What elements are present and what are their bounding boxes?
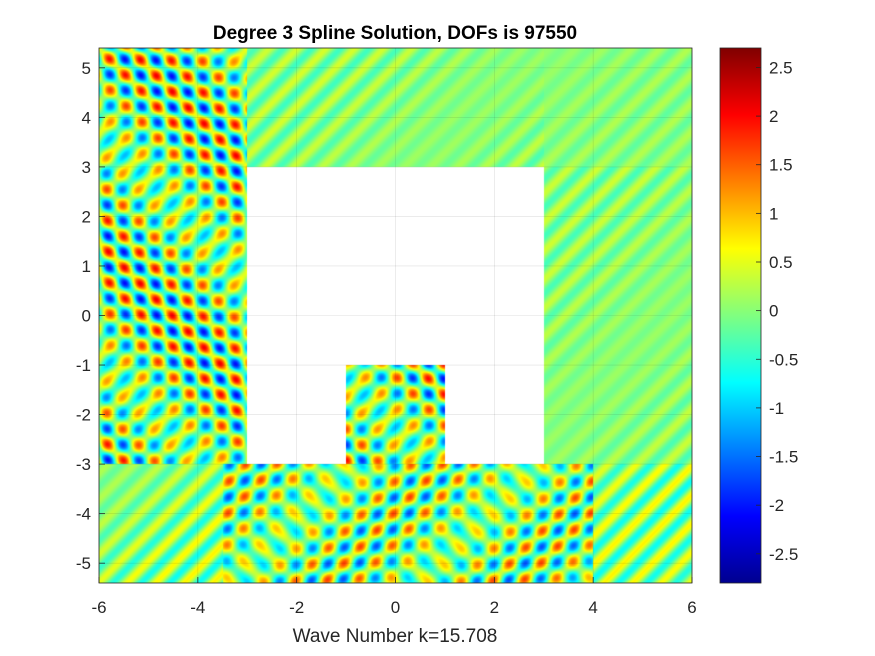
- x-tick-label: -6: [91, 598, 106, 617]
- y-tick-label: -2: [76, 406, 91, 425]
- colorbar-tick-label: -1: [769, 399, 784, 418]
- colorbar-tick-label: -1.5: [769, 448, 798, 467]
- colorbar-gradient: [719, 47, 762, 584]
- colorbar-tick-label: -2: [769, 496, 784, 515]
- chart-title: Degree 3 Spline Solution, DOFs is 97550: [213, 23, 577, 44]
- colorbar-tick-label: 1.5: [769, 156, 793, 175]
- y-tick-label: -1: [76, 356, 91, 375]
- colorbar-tick-label: 2.5: [769, 58, 793, 77]
- colorbar-tick-label: 0.5: [769, 253, 793, 272]
- x-axis-ticks: -6 -4 -2 0 2 4 6: [91, 577, 697, 617]
- colorbar-tick-label: -2.5: [769, 545, 798, 564]
- field-heatmap: [99, 48, 692, 583]
- y-tick-label: -3: [76, 455, 91, 474]
- x-axis-label: Wave Number k=15.708: [293, 626, 498, 647]
- x-tick-label: 6: [687, 598, 696, 617]
- y-tick-label: 3: [82, 158, 91, 177]
- x-tick-label: 0: [391, 598, 400, 617]
- y-tick-label: -5: [76, 554, 91, 573]
- x-tick-label: -2: [289, 598, 304, 617]
- y-tick-label: 2: [82, 207, 91, 226]
- colorbar-tick-label: 2: [769, 107, 778, 126]
- y-tick-label: 4: [82, 108, 91, 127]
- y-tick-label: 0: [82, 307, 91, 326]
- x-tick-label: -4: [190, 598, 205, 617]
- y-tick-label: -4: [76, 505, 91, 524]
- colorbar-tick-label: -0.5: [769, 350, 798, 369]
- colorbar-tick-label: 0: [769, 302, 778, 321]
- plot-area: [98, 47, 693, 584]
- y-axis-ticks: 5 4 3 2 1 0 -1 -2 -3 -4 -5: [76, 59, 105, 573]
- colorbar-ticks: 2.5 2 1.5 1 0.5 0 -0.5 -1 -1.5 -2 -2.5: [756, 58, 798, 564]
- y-tick-label: 1: [82, 257, 91, 276]
- y-tick-label: 5: [82, 59, 91, 78]
- x-tick-label: 2: [490, 598, 499, 617]
- colorbar-tick-label: 1: [769, 204, 778, 223]
- colorbar: 2.5 2 1.5 1 0.5 0 -0.5 -1 -1.5 -2 -2.5: [719, 47, 798, 584]
- x-tick-label: 4: [588, 598, 597, 617]
